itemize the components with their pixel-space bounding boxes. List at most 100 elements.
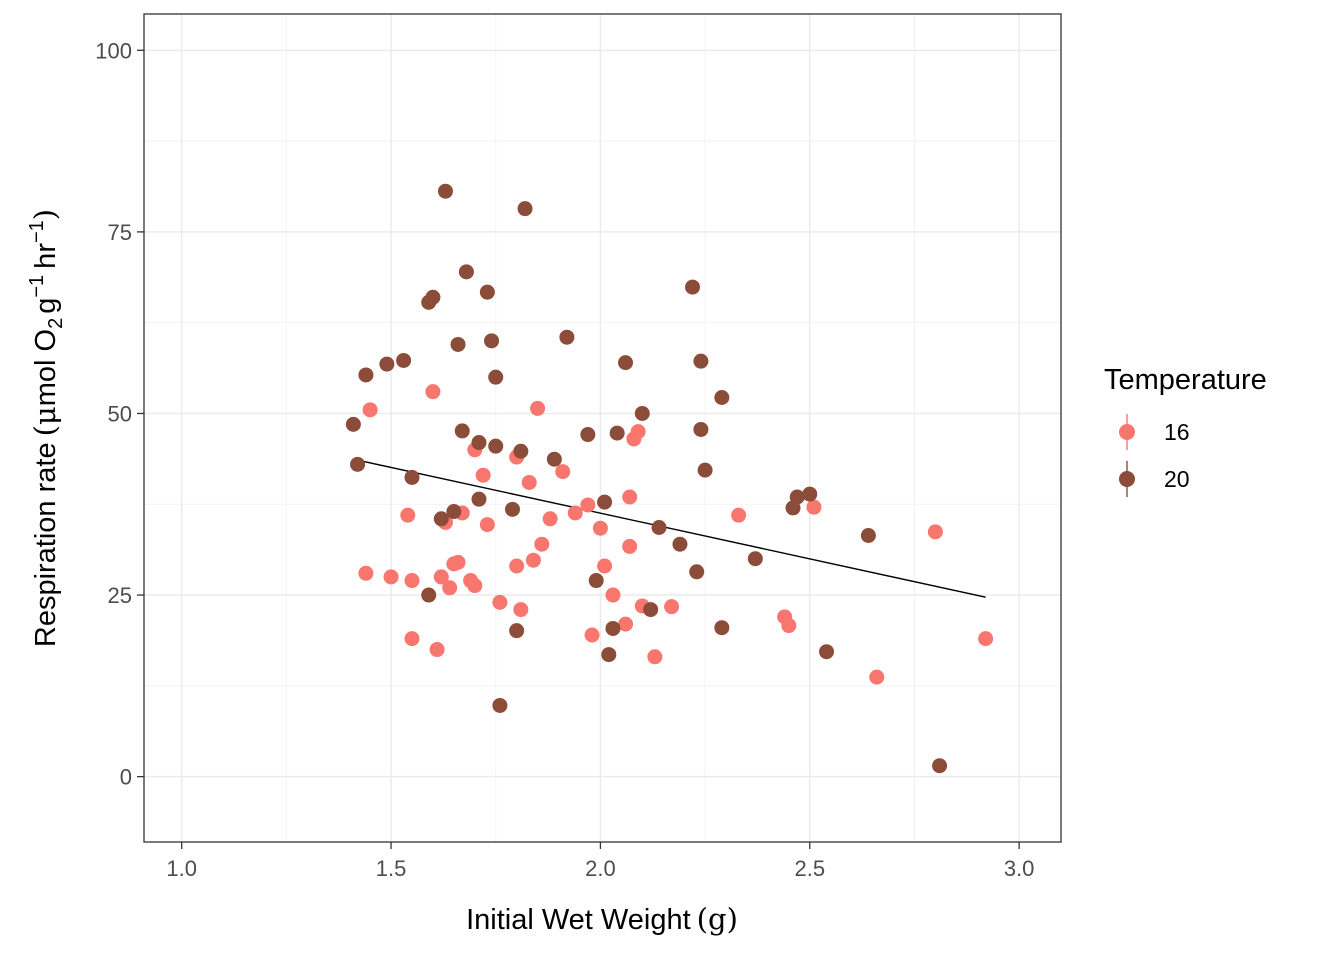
data-point-20 <box>513 443 529 459</box>
data-point-16 <box>404 631 420 647</box>
legend: Temperature 16 20 <box>1104 364 1267 497</box>
data-point-20 <box>789 489 805 505</box>
data-point-20 <box>697 462 713 478</box>
plot-border <box>143 13 1062 843</box>
data-point-20 <box>747 551 763 567</box>
trend-line <box>353 458 986 598</box>
data-point-16 <box>450 554 466 570</box>
data-point-20 <box>689 564 705 580</box>
data-point-20 <box>609 425 625 441</box>
data-point-20 <box>488 369 504 385</box>
data-point-16 <box>978 631 994 647</box>
data-point-20 <box>471 491 487 507</box>
data-point-20 <box>345 416 361 432</box>
data-point-16 <box>534 536 550 552</box>
data-point-20 <box>634 405 650 421</box>
data-point-20 <box>509 623 525 639</box>
data-point-16 <box>442 580 458 596</box>
data-point-16 <box>467 578 483 594</box>
data-point-20 <box>651 520 667 536</box>
data-point-16 <box>630 424 646 440</box>
legend-title: Temperature <box>1104 364 1267 396</box>
data-point-16 <box>383 569 399 585</box>
data-point-20 <box>618 355 634 371</box>
x-tick-label: 2.5 <box>794 856 825 881</box>
data-point-16 <box>433 569 449 585</box>
major-gridlines <box>144 14 1061 842</box>
data-point-20 <box>819 644 835 660</box>
data-point-16 <box>509 558 525 574</box>
trend-line-layer <box>353 458 986 598</box>
data-point-20 <box>379 356 395 372</box>
data-point-16 <box>362 402 378 418</box>
data-point-16 <box>647 649 663 665</box>
data-point-16 <box>664 599 680 615</box>
y-tick-label: 25 <box>108 583 132 608</box>
data-point-20 <box>492 697 508 713</box>
data-point-16 <box>530 400 546 416</box>
data-point-20 <box>588 573 604 589</box>
data-point-20 <box>437 183 453 199</box>
data-point-20 <box>396 352 412 368</box>
data-point-16 <box>622 489 638 505</box>
y-axis-ticks: 0 25 50 75 100 <box>95 38 144 790</box>
data-point-16 <box>542 511 558 527</box>
data-point-16 <box>492 594 508 610</box>
x-tick-label: 1.0 <box>166 856 197 881</box>
plot-panel <box>144 14 1061 842</box>
legend-label-20: 20 <box>1164 466 1190 492</box>
data-point-16 <box>597 558 613 574</box>
data-point-16 <box>622 538 638 554</box>
data-point-16 <box>869 669 885 685</box>
data-point-20 <box>601 647 617 663</box>
y-tick-label: 50 <box>108 401 132 426</box>
data-point-20 <box>454 423 470 439</box>
data-point-20 <box>488 438 504 454</box>
data-point-16 <box>927 524 943 540</box>
data-points <box>345 183 994 774</box>
data-point-20 <box>802 486 818 502</box>
x-axis-ticks: 1.0 1.5 2.0 2.5 3.0 <box>166 842 1034 881</box>
data-point-20 <box>425 289 441 305</box>
data-point-20 <box>672 536 688 552</box>
y-tick-label: 100 <box>95 38 132 63</box>
data-point-16 <box>521 474 537 490</box>
data-point-20 <box>404 469 420 485</box>
data-point-20 <box>643 602 659 618</box>
y-tick-label: 75 <box>108 220 132 245</box>
data-point-16 <box>425 384 441 400</box>
data-point-16 <box>358 565 374 581</box>
data-point-20 <box>685 279 701 295</box>
y-tick-label: 0 <box>120 765 132 790</box>
data-point-20 <box>714 620 730 636</box>
data-point-20 <box>714 389 730 405</box>
legend-label-16: 16 <box>1164 419 1190 445</box>
data-point-20 <box>580 427 596 443</box>
x-axis-title: Initial Wet Weight (g) <box>466 902 738 936</box>
data-point-20 <box>693 353 709 369</box>
y-axis-title: Respiration rate(μmol O2g−1hr−1) <box>26 209 67 647</box>
data-point-20 <box>693 421 709 437</box>
data-point-20 <box>471 435 487 451</box>
data-point-16 <box>567 505 583 521</box>
data-point-16 <box>513 602 529 618</box>
data-point-16 <box>475 467 491 483</box>
data-point-20 <box>932 758 948 774</box>
data-point-16 <box>479 517 495 533</box>
data-point-20 <box>504 501 520 517</box>
data-point-16 <box>525 552 541 568</box>
legend-key-16 <box>1119 424 1135 440</box>
data-point-20 <box>358 367 374 383</box>
data-point-20 <box>421 587 437 603</box>
data-point-16 <box>592 520 608 536</box>
data-point-20 <box>605 620 621 636</box>
legend-key-20 <box>1119 471 1135 487</box>
data-point-16 <box>806 499 822 515</box>
data-point-16 <box>580 497 596 513</box>
data-point-20 <box>559 329 575 345</box>
data-point-20 <box>860 527 876 543</box>
data-point-20 <box>446 504 462 520</box>
data-point-20 <box>479 284 495 300</box>
data-point-20 <box>450 336 466 352</box>
